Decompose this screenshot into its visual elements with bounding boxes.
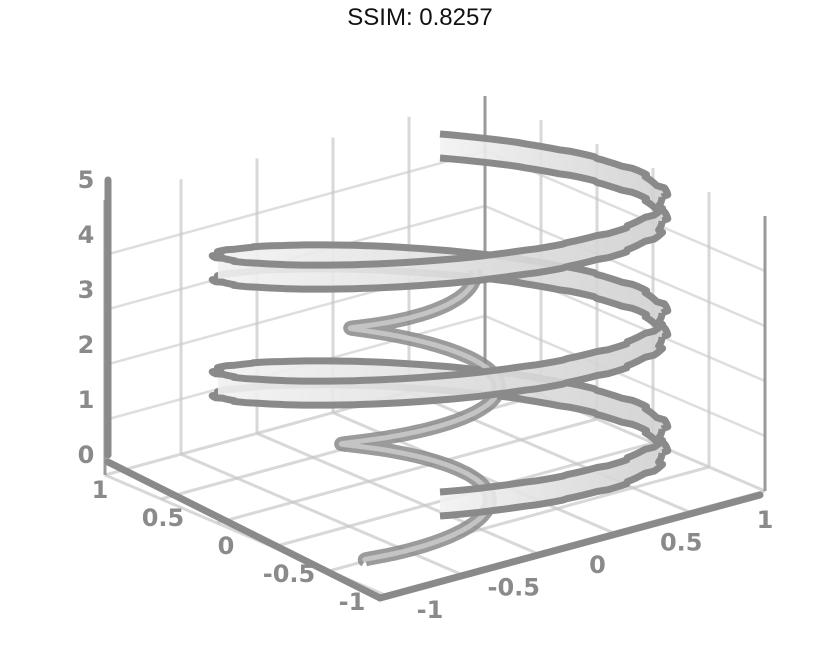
ribbon-edge bbox=[213, 241, 672, 317]
y-tick-label: 1 bbox=[92, 476, 109, 504]
ribbon-edge bbox=[208, 311, 667, 385]
x-tick-label: 0 bbox=[589, 551, 606, 579]
y-tick-label: 0 bbox=[218, 532, 235, 560]
ribbon-edge bbox=[439, 154, 672, 225]
ribbon-edge bbox=[439, 427, 667, 496]
x-axis-line bbox=[376, 491, 764, 602]
x-tick-label: -0.5 bbox=[488, 574, 540, 602]
grid-line bbox=[216, 417, 598, 525]
ribbon-edge bbox=[208, 219, 667, 293]
z-tick-label: 5 bbox=[78, 166, 95, 194]
z-tick-label: 1 bbox=[78, 386, 95, 414]
y-tick-label: 0.5 bbox=[142, 504, 185, 532]
axes-layer bbox=[104, 176, 764, 602]
y-tick-label: -0.5 bbox=[263, 560, 315, 588]
inner-helix bbox=[334, 264, 506, 567]
inner-helix-highlight bbox=[338, 269, 502, 563]
z-tick-label: 4 bbox=[78, 221, 95, 249]
grid-line bbox=[408, 390, 690, 514]
ribbon-edge bbox=[208, 335, 667, 409]
ribbon-surface bbox=[440, 429, 663, 516]
ribbon-surface bbox=[440, 134, 668, 221]
ribbon-edge bbox=[213, 357, 672, 433]
ribbon-edge bbox=[439, 451, 667, 520]
x-tick-label: 1 bbox=[757, 506, 774, 534]
helix-front bbox=[208, 195, 667, 520]
ribbon-edge bbox=[439, 130, 672, 201]
y-tick-label: -1 bbox=[339, 588, 366, 616]
ribbon-edge bbox=[208, 195, 667, 269]
x-tick-label: 0.5 bbox=[660, 529, 703, 557]
x-tick-label: -1 bbox=[417, 596, 444, 624]
z-tick-label: 2 bbox=[78, 331, 95, 359]
chart-title: SSIM: 0.8257 bbox=[347, 4, 493, 31]
y-axis-line bbox=[104, 458, 384, 602]
z-tick-label: 0 bbox=[78, 441, 95, 469]
grid-line bbox=[256, 432, 538, 555]
tick-labels: 0 1 2 3 4 5 1 0.5 0 -0.5 -1 -1 -0.5 0 0.5 1 bbox=[78, 166, 774, 624]
z-tick-label: 3 bbox=[78, 276, 95, 304]
